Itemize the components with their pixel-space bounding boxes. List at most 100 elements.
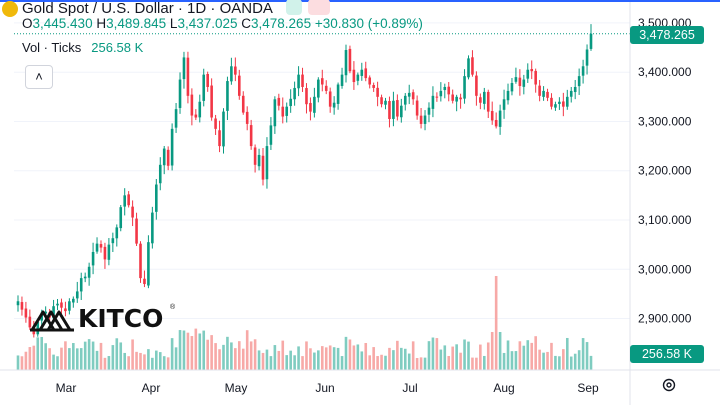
ohlc-legend: O3,445.430 H3,489.845 L3,437.025 C3,478.… <box>22 16 423 31</box>
volume-bar <box>324 347 328 370</box>
volume-bar <box>498 332 502 370</box>
candle-body <box>550 97 553 107</box>
volume-bar <box>309 348 312 370</box>
gear-icon[interactable] <box>661 377 677 397</box>
candle-body <box>313 96 316 113</box>
collapse-legend-button[interactable]: ˄ <box>25 65 53 89</box>
time-tick-label: Jul <box>402 381 417 395</box>
candle-body <box>277 97 281 106</box>
candle-body <box>115 227 119 239</box>
candle-body <box>301 74 304 87</box>
candle-body <box>554 104 557 108</box>
candle-body <box>502 99 506 110</box>
volume-bar <box>396 340 399 370</box>
volume-bar <box>483 355 486 370</box>
volume-bar <box>471 357 474 370</box>
candle-body <box>336 84 340 104</box>
volume-bar <box>427 341 431 370</box>
candle-body <box>534 70 537 85</box>
candle-body <box>52 306 55 319</box>
candle-body <box>439 90 443 97</box>
candle-body <box>463 76 466 99</box>
volume-bar <box>550 342 553 370</box>
volume-bar <box>249 341 253 370</box>
volume-bar <box>166 357 170 370</box>
volume-bar <box>530 342 534 370</box>
volume-bar <box>490 332 494 370</box>
candle-body <box>206 73 209 87</box>
candle-body <box>538 85 541 96</box>
candle-body <box>479 97 482 103</box>
candle-body <box>257 154 261 167</box>
top-accent-line <box>0 0 720 2</box>
candle-body <box>230 66 233 82</box>
candle-body <box>198 101 202 118</box>
candle-body <box>166 149 170 166</box>
open-value: 3,445.430 <box>32 16 93 31</box>
volume-bar <box>317 350 320 370</box>
volume-bar <box>301 356 304 370</box>
volume-bar <box>569 356 573 370</box>
candle-body <box>498 110 502 127</box>
volume-bar <box>103 357 107 370</box>
candle-body <box>218 130 221 147</box>
volume-bar <box>494 276 498 370</box>
volume-bar <box>419 357 423 370</box>
volume-bar <box>123 352 126 370</box>
candle-body <box>170 128 174 166</box>
candle-body <box>340 74 344 86</box>
volume-bar <box>415 357 419 370</box>
volume-bar <box>486 342 490 370</box>
volume-bar <box>542 352 545 370</box>
candle-body <box>344 50 348 76</box>
volume-bar <box>186 332 190 370</box>
candle-body <box>226 81 229 111</box>
candle-body <box>241 95 245 113</box>
candle-body <box>158 164 162 184</box>
volume-bar <box>170 338 174 370</box>
volume-bar <box>340 356 344 370</box>
volume-bar <box>87 339 91 370</box>
candle-body <box>103 246 107 260</box>
candle-body <box>56 303 59 306</box>
registered-mark: ® <box>170 304 176 311</box>
volume-bar <box>151 357 154 370</box>
candle-body <box>384 100 387 105</box>
volume-bar <box>459 352 462 370</box>
candle-body <box>364 68 368 79</box>
volume-bar <box>392 350 395 370</box>
volume-bar <box>479 344 482 370</box>
price-tick-label: 3,200.000 <box>638 164 692 178</box>
time-tick-label: Apr <box>142 381 161 395</box>
volume-bar <box>352 345 356 370</box>
candle-body <box>317 79 320 98</box>
candle-body <box>360 69 364 76</box>
volume-bar <box>534 336 537 370</box>
candle-body <box>558 101 561 104</box>
volume-bar <box>388 347 391 370</box>
volume-bar <box>435 338 439 370</box>
candle-body <box>147 242 150 286</box>
kitco-wordmark: KITCO <box>78 304 164 333</box>
volume-bar <box>60 347 63 370</box>
candle-body <box>506 90 510 101</box>
candle-body <box>510 83 514 92</box>
candle-body <box>297 74 300 89</box>
candle-body <box>320 78 324 85</box>
volume-bar <box>178 330 182 370</box>
volume-bar <box>52 354 55 370</box>
volume-bar <box>99 342 103 370</box>
candle-body <box>155 184 158 212</box>
symbol-title[interactable]: Gold Spot / U.S. Dollar · 1D · OANDA <box>22 0 273 17</box>
volume-bar <box>328 345 332 370</box>
candle-body <box>123 195 126 207</box>
volume-bar <box>577 350 581 370</box>
volume-bar <box>56 356 59 370</box>
volume-bar <box>72 343 75 370</box>
candle-body <box>443 86 447 91</box>
volume-bar <box>64 341 67 370</box>
candle-body <box>237 75 241 96</box>
volume-bar <box>384 355 387 370</box>
volume-bar <box>20 356 24 370</box>
